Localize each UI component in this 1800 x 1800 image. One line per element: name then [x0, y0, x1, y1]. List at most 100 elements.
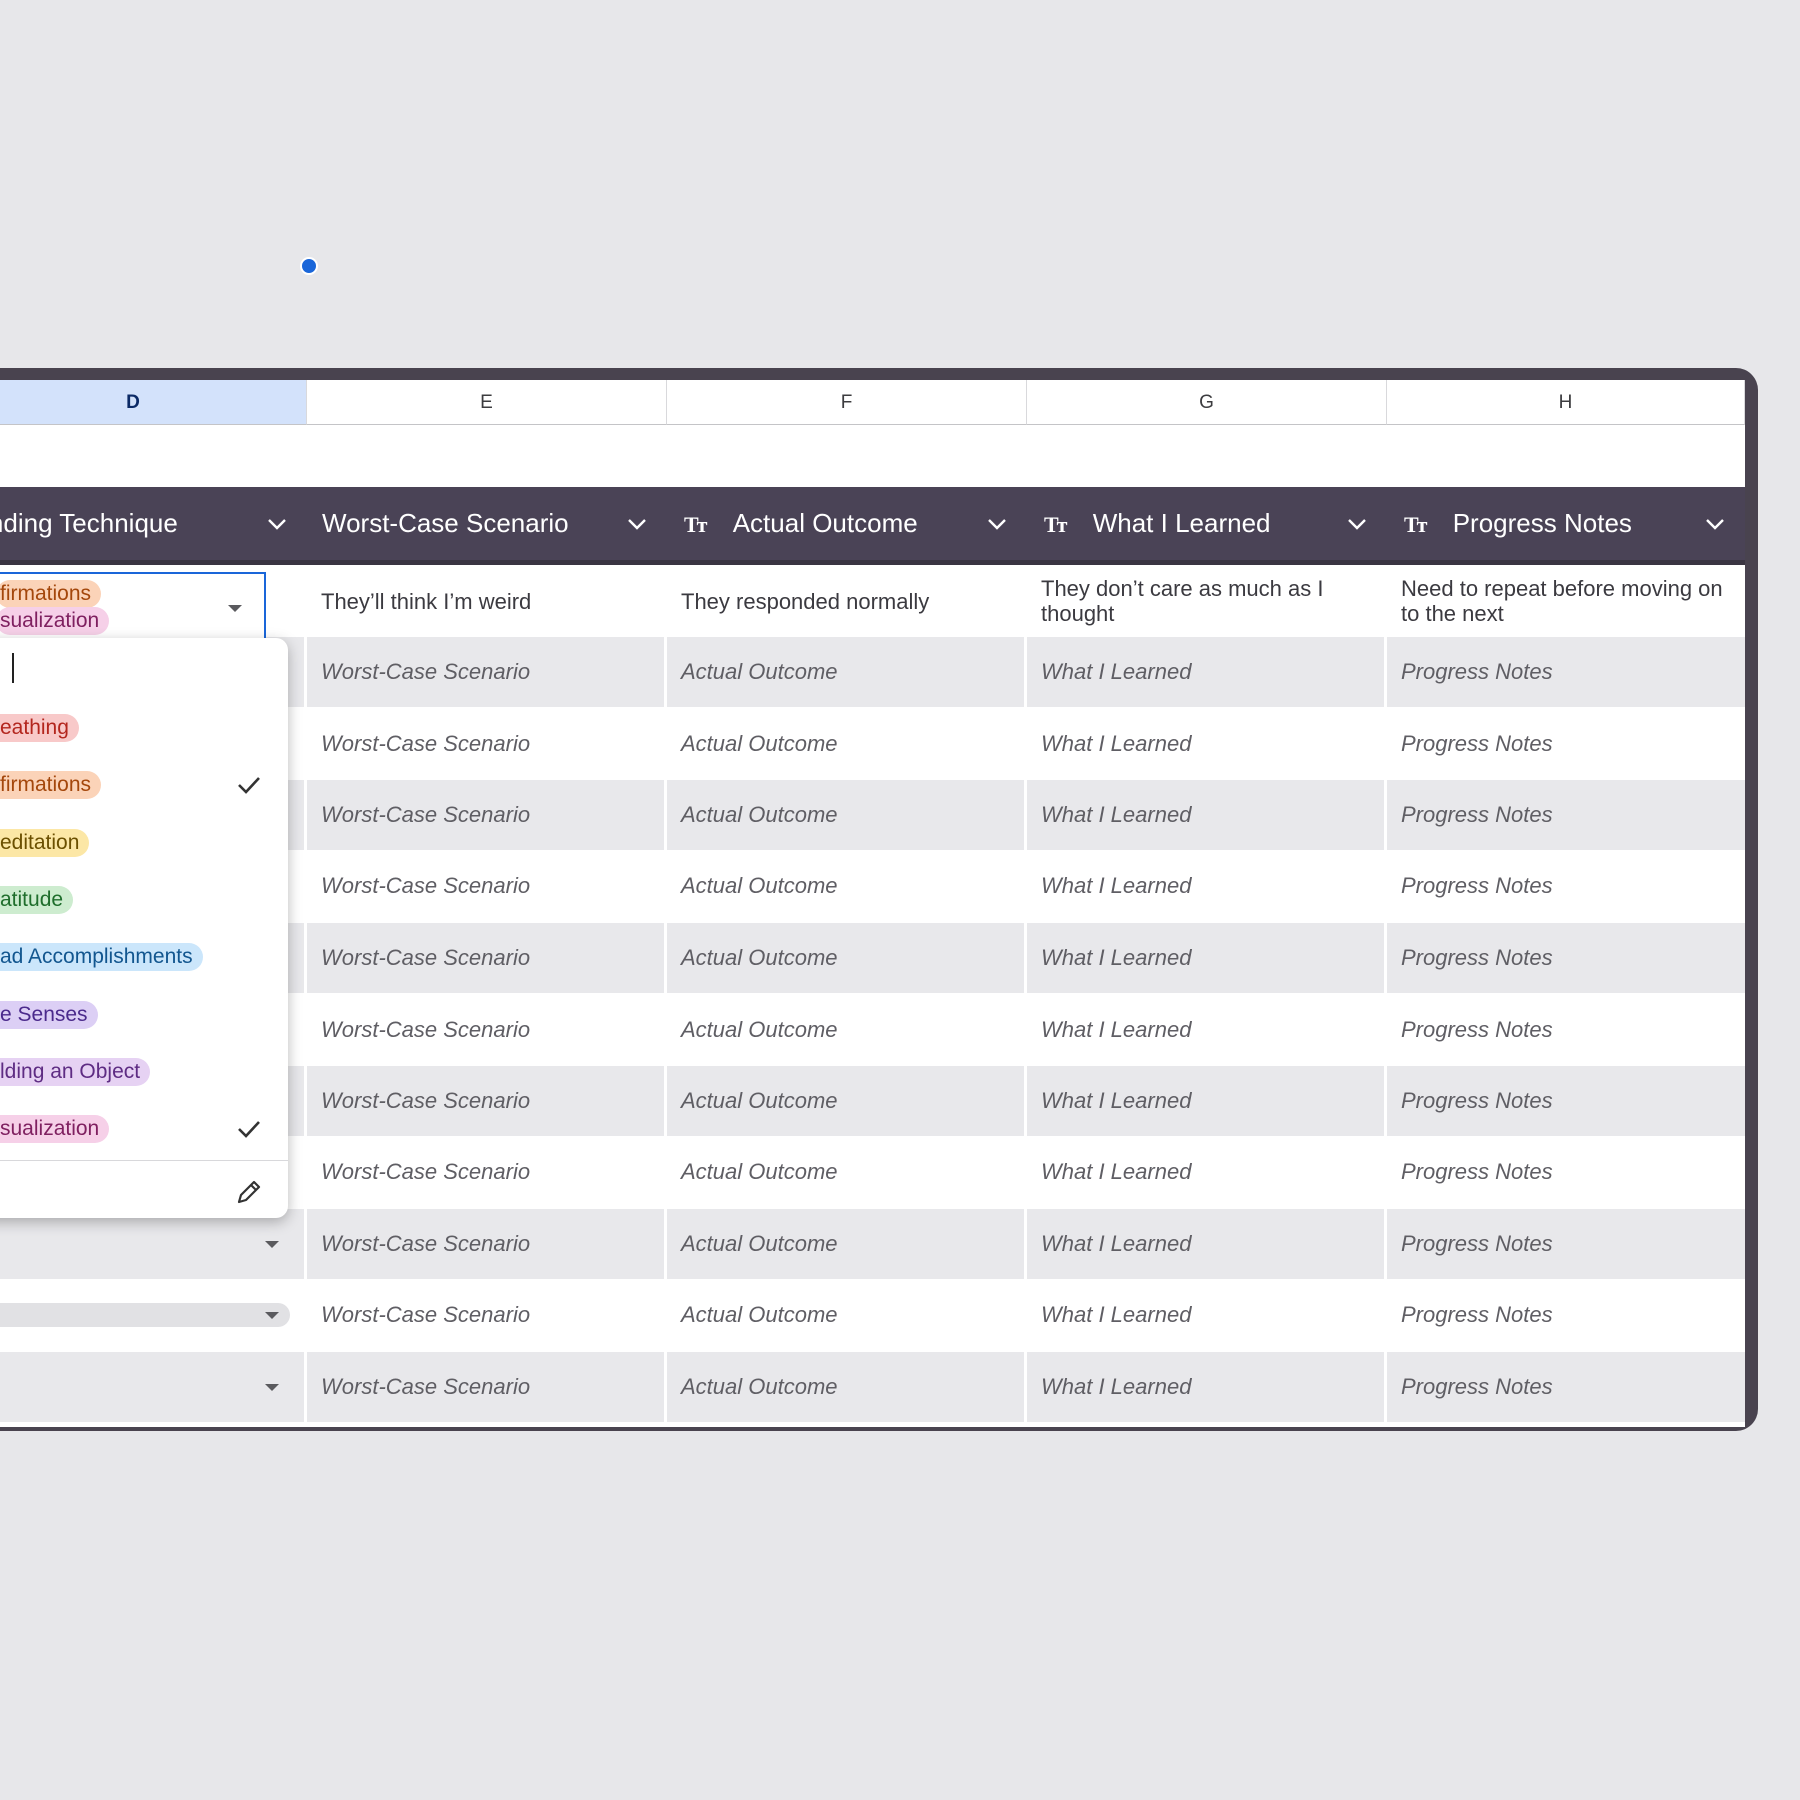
header-worst-case[interactable]: Worst-Case Scenario — [307, 487, 667, 560]
cell-what-i-learned[interactable]: What I Learned — [1027, 1137, 1387, 1207]
cell-what-i-learned[interactable]: What I Learned — [1027, 995, 1387, 1065]
header-actual-outcome[interactable]: Tт Actual Outcome — [667, 487, 1027, 560]
header-progress-notes[interactable]: Tт Progress Notes — [1387, 487, 1745, 560]
header-what-i-learned[interactable]: Tт What I Learned — [1027, 487, 1387, 560]
cell-placeholder: Worst-Case Scenario — [321, 1159, 531, 1184]
table-row: Worst-Case Scenario Actual Outcome What I … — [0, 995, 1745, 1065]
cell-what-i-learned[interactable]: What I Learned — [1027, 637, 1387, 707]
cell-progress-notes[interactable]: Progress Notes — [1387, 851, 1745, 921]
cell-actual-outcome[interactable]: Actual Outcome — [667, 709, 1027, 779]
cell-actual-outcome[interactable]: Actual Outcome — [667, 1352, 1027, 1422]
cell-progress-notes[interactable]: Progress Notes — [1387, 923, 1745, 993]
cell-progress-notes[interactable]: Progress Notes — [1387, 709, 1745, 779]
column-divider — [304, 851, 307, 921]
cell-worst-case[interactable]: Worst-Case Scenario — [307, 1066, 667, 1136]
column-divider — [664, 1209, 667, 1279]
column-divider — [304, 637, 307, 707]
cell-progress-notes[interactable]: Progress Notes — [1387, 1137, 1745, 1207]
cell-what-i-learned[interactable]: What I Learned — [1027, 1209, 1387, 1279]
cell-progress-notes[interactable]: Progress Notes — [1387, 1352, 1745, 1422]
cell-worst-case[interactable]: Worst-Case Scenario — [307, 851, 667, 921]
cell-progress-notes[interactable]: Progress Notes — [1387, 637, 1745, 707]
column-header-e[interactable]: E — [307, 380, 667, 425]
cell-what-i-learned[interactable]: What I Learned — [1027, 780, 1387, 850]
cell-what-i-learned[interactable]: What I Learned — [1027, 1280, 1387, 1350]
cell-text: Need to repeat before moving on to the n… — [1401, 576, 1723, 626]
search-text-cursor[interactable] — [12, 653, 14, 683]
header-grounding-technique[interactable]: ounding Technique — [0, 487, 307, 560]
column-divider — [304, 1352, 307, 1422]
empty-chip-field — [0, 1303, 290, 1327]
column-header-d[interactable]: D — [0, 380, 307, 425]
cell-worst-case[interactable]: Worst-Case Scenario — [307, 995, 667, 1065]
column-divider — [304, 995, 307, 1065]
chevron-down-icon[interactable] — [267, 487, 287, 560]
cell-worst-case[interactable]: Worst-Case Scenario — [307, 1352, 667, 1422]
cell-progress-notes[interactable]: Progress Notes — [1387, 780, 1745, 850]
cell-worst-case[interactable]: Worst-Case Scenario — [307, 637, 667, 707]
dropdown-option[interactable]: editation — [0, 825, 288, 865]
menu-divider — [0, 1160, 288, 1161]
cell-progress-notes[interactable]: Need to repeat before moving on to the n… — [1387, 565, 1745, 637]
cell-actual-outcome[interactable]: Actual Outcome — [667, 1280, 1027, 1350]
column-header-f[interactable]: F — [667, 380, 1027, 425]
selected-cell-grounding[interactable]: firmations sualization — [0, 572, 266, 642]
column-divider — [1024, 1066, 1027, 1136]
dropdown-caret-icon[interactable] — [228, 605, 242, 612]
chevron-down-icon[interactable] — [1347, 487, 1367, 560]
dropdown-option[interactable]: e Senses — [0, 997, 288, 1037]
cell-actual-outcome[interactable]: Actual Outcome — [667, 637, 1027, 707]
dropdown-option[interactable]: eathing — [0, 710, 288, 750]
chevron-down-icon[interactable] — [1705, 487, 1725, 560]
cell-worst-case[interactable]: Worst-Case Scenario — [307, 923, 667, 993]
chevron-down-icon[interactable] — [987, 487, 1007, 560]
cell-what-i-learned[interactable]: They don’t care as much as I thought — [1027, 565, 1387, 637]
cell-worst-case[interactable]: Worst-Case Scenario — [307, 780, 667, 850]
cell-what-i-learned[interactable]: What I Learned — [1027, 923, 1387, 993]
cell-what-i-learned[interactable]: What I Learned — [1027, 1066, 1387, 1136]
cell-what-i-learned[interactable]: What I Learned — [1027, 851, 1387, 921]
cell-worst-case[interactable]: Worst-Case Scenario — [307, 1137, 667, 1207]
column-divider — [664, 995, 667, 1065]
cell-grounding-technique[interactable] — [0, 1209, 304, 1279]
cell-actual-outcome[interactable]: They responded normally — [667, 565, 1027, 637]
cell-actual-outcome[interactable]: Actual Outcome — [667, 1137, 1027, 1207]
cell-progress-notes[interactable]: Progress Notes — [1387, 1280, 1745, 1350]
cell-progress-notes[interactable]: Progress Notes — [1387, 995, 1745, 1065]
cell-actual-outcome[interactable]: Actual Outcome — [667, 851, 1027, 921]
dropdown-option[interactable]: atitude — [0, 882, 288, 922]
edit-pencil-icon[interactable] — [235, 1178, 263, 1211]
cell-grounding-technique[interactable] — [0, 1352, 304, 1422]
dropdown-option[interactable]: ad Accomplishments — [0, 939, 288, 979]
column-header-g[interactable]: G — [1027, 380, 1387, 425]
cell-what-i-learned[interactable]: What I Learned — [1027, 709, 1387, 779]
cell-placeholder: What I Learned — [1041, 1159, 1192, 1184]
cell-placeholder: Progress Notes — [1401, 1374, 1553, 1399]
cell-worst-case[interactable]: Worst-Case Scenario — [307, 709, 667, 779]
dropdown-caret-icon[interactable] — [265, 1384, 279, 1391]
cell-actual-outcome[interactable]: Actual Outcome — [667, 1066, 1027, 1136]
cell-placeholder: Progress Notes — [1401, 659, 1553, 684]
cell-worst-case[interactable]: Worst-Case Scenario — [307, 1209, 667, 1279]
column-header-h[interactable]: H — [1387, 380, 1745, 425]
cell-progress-notes[interactable]: Progress Notes — [1387, 1066, 1745, 1136]
text-type-icon: Tт — [1044, 512, 1068, 537]
fill-handle[interactable] — [300, 257, 318, 275]
cell-progress-notes[interactable]: Progress Notes — [1387, 1209, 1745, 1279]
column-divider — [304, 780, 307, 850]
cell-actual-outcome[interactable]: Actual Outcome — [667, 780, 1027, 850]
cell-worst-case[interactable]: Worst-Case Scenario — [307, 1280, 667, 1350]
chip-dropdown-menu: eathing firmations editation atitude ad Acco… — [0, 638, 288, 1218]
cell-actual-outcome[interactable]: Actual Outcome — [667, 1209, 1027, 1279]
dropdown-caret-icon[interactable] — [265, 1241, 279, 1248]
cell-actual-outcome[interactable]: Actual Outcome — [667, 923, 1027, 993]
chevron-down-icon[interactable] — [627, 487, 647, 560]
cell-what-i-learned[interactable]: What I Learned — [1027, 1352, 1387, 1422]
dropdown-caret-icon[interactable] — [265, 1312, 279, 1319]
dropdown-option[interactable]: sualization — [0, 1111, 288, 1151]
cell-worst-case[interactable]: They’ll think I’m weird — [307, 565, 667, 637]
dropdown-option[interactable]: lding an Object — [0, 1054, 288, 1094]
dropdown-option[interactable]: firmations — [0, 767, 288, 807]
cell-actual-outcome[interactable]: Actual Outcome — [667, 995, 1027, 1065]
cell-grounding-technique[interactable] — [0, 1280, 304, 1350]
